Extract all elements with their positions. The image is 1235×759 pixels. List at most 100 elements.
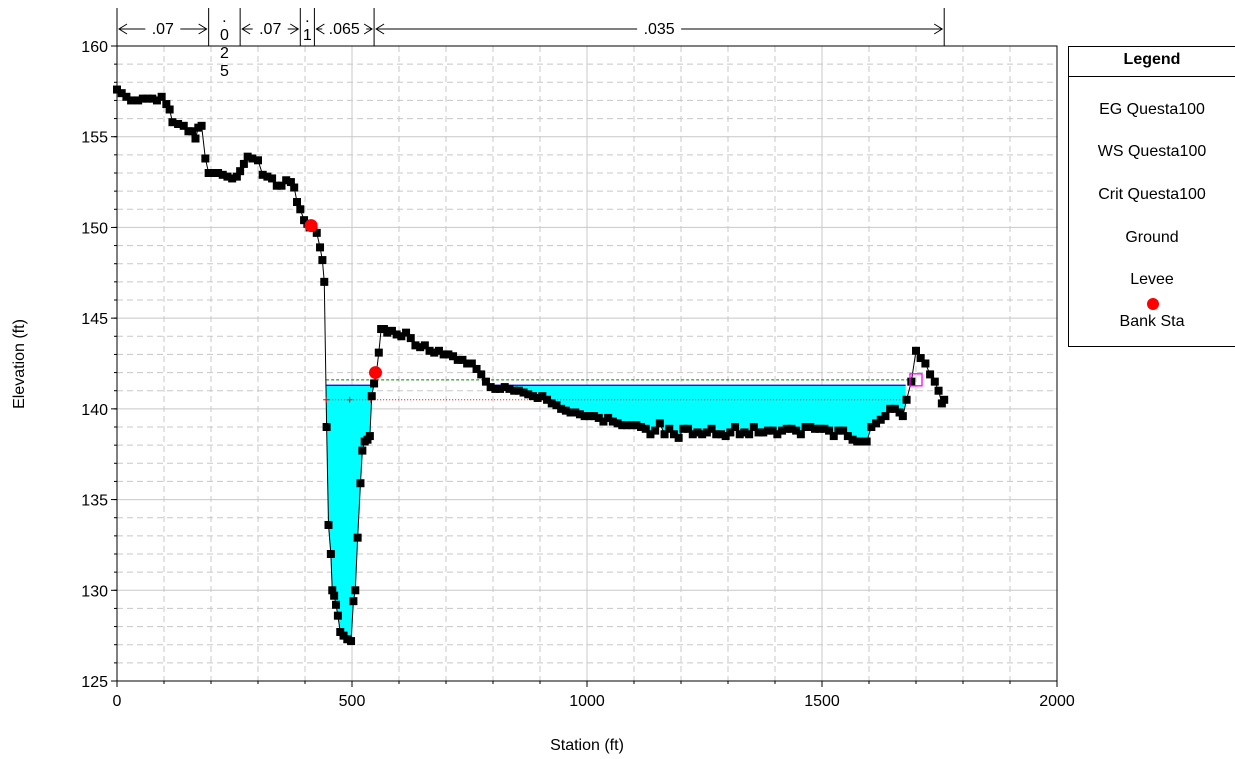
ground-point xyxy=(223,172,232,181)
ground-point xyxy=(467,359,476,368)
ground-point xyxy=(759,428,768,437)
legend-entry-eg: EG Questa100 xyxy=(1069,91,1235,133)
ground-point xyxy=(898,412,907,421)
n-arrowhead xyxy=(241,23,251,35)
data-markers xyxy=(113,85,949,646)
ground-point xyxy=(383,328,392,337)
ground-point xyxy=(188,127,197,136)
ground-point xyxy=(402,328,411,337)
ground-point xyxy=(834,426,843,435)
ground-point xyxy=(768,426,777,435)
ground-point xyxy=(228,174,237,183)
ground-point xyxy=(349,597,358,606)
ground-point xyxy=(679,424,688,433)
ground-point xyxy=(290,183,299,192)
ground-point xyxy=(646,430,655,439)
ground-point xyxy=(538,392,547,401)
ground-point xyxy=(843,432,852,441)
n-arrowhead xyxy=(933,23,944,35)
n-value-label: . xyxy=(305,9,309,26)
ground-point xyxy=(787,424,796,433)
ground-point xyxy=(557,404,566,413)
legend-title: Legend xyxy=(1123,51,1181,68)
ground-point xyxy=(397,332,406,341)
ground-point xyxy=(477,370,486,379)
ground-point xyxy=(347,637,356,646)
ground-point xyxy=(921,359,930,368)
legend-entry-bank: Bank Sta xyxy=(1069,298,1235,346)
ground-point xyxy=(940,395,949,404)
y-tick-label: 135 xyxy=(81,493,108,510)
ground-point xyxy=(320,277,329,286)
ground-point xyxy=(510,386,519,395)
ground-point xyxy=(439,350,448,359)
ground-point xyxy=(839,426,848,435)
n-value-label: 1 xyxy=(303,27,312,44)
ground-point xyxy=(353,533,362,542)
legend-label-levee: Levee xyxy=(1130,271,1174,288)
ground-point xyxy=(370,379,379,388)
n-arrowhead xyxy=(198,23,208,35)
x-tick-label: 2000 xyxy=(1039,693,1075,710)
ground-point xyxy=(117,89,126,98)
ground-point xyxy=(930,377,939,386)
ground-point xyxy=(543,395,552,404)
ground-point xyxy=(472,364,481,373)
ground-point xyxy=(236,167,245,176)
ground-point xyxy=(763,426,772,435)
ground-point xyxy=(248,154,257,163)
ground-point xyxy=(254,156,262,165)
ground-point xyxy=(272,181,281,190)
y-tick-label: 140 xyxy=(81,402,108,419)
ground-point xyxy=(326,550,335,558)
n-value-label: 0 xyxy=(220,27,229,44)
ground-point xyxy=(655,419,664,428)
ground-point xyxy=(740,428,749,437)
ground-point xyxy=(674,433,683,442)
ground-point xyxy=(165,105,174,114)
legend-divider xyxy=(1069,76,1235,77)
ground-point xyxy=(148,94,157,103)
x-tick-label: 1000 xyxy=(569,693,605,710)
ground-point xyxy=(590,412,599,421)
ground-point xyxy=(684,424,693,433)
ground-point xyxy=(665,424,674,433)
ground-point xyxy=(243,152,252,161)
ground-point xyxy=(277,181,286,190)
legend-entry-ws: WS Questa100 xyxy=(1069,133,1235,175)
ground-point xyxy=(258,170,267,179)
x-tick-label: 1500 xyxy=(804,693,840,710)
ground-point xyxy=(358,446,367,455)
ground-point xyxy=(458,355,467,364)
ground-point xyxy=(232,172,241,181)
ground-point xyxy=(552,401,561,410)
ground-point xyxy=(453,355,462,364)
legend-bank-marker xyxy=(1147,298,1159,310)
ground-point xyxy=(263,172,272,181)
ground-point xyxy=(796,430,805,439)
ground-point xyxy=(754,428,763,437)
ground-point xyxy=(333,611,342,620)
ground-point xyxy=(571,408,580,417)
ground-point xyxy=(749,423,758,431)
ground-point xyxy=(867,423,876,431)
ground-point xyxy=(463,359,472,368)
ground-point xyxy=(162,100,171,109)
ground-point xyxy=(282,176,291,185)
ground-point xyxy=(820,424,829,433)
ground-point xyxy=(491,384,500,393)
ground-point xyxy=(566,408,575,417)
ground-point xyxy=(651,426,660,435)
ground-point xyxy=(585,412,594,421)
legend-label-bank: Bank Sta xyxy=(1119,313,1185,330)
ground-point xyxy=(575,410,584,419)
ground-point xyxy=(778,426,787,435)
manning-n-strip: .07.025.07.1.065.035 xyxy=(116,8,945,80)
ground-point xyxy=(481,377,490,386)
ground-point xyxy=(857,437,866,446)
n-arrowhead xyxy=(375,23,385,35)
ground-point xyxy=(486,383,495,392)
legend-entry-levee: Levee xyxy=(1069,262,1235,304)
n-value-label: .035 xyxy=(644,21,675,38)
